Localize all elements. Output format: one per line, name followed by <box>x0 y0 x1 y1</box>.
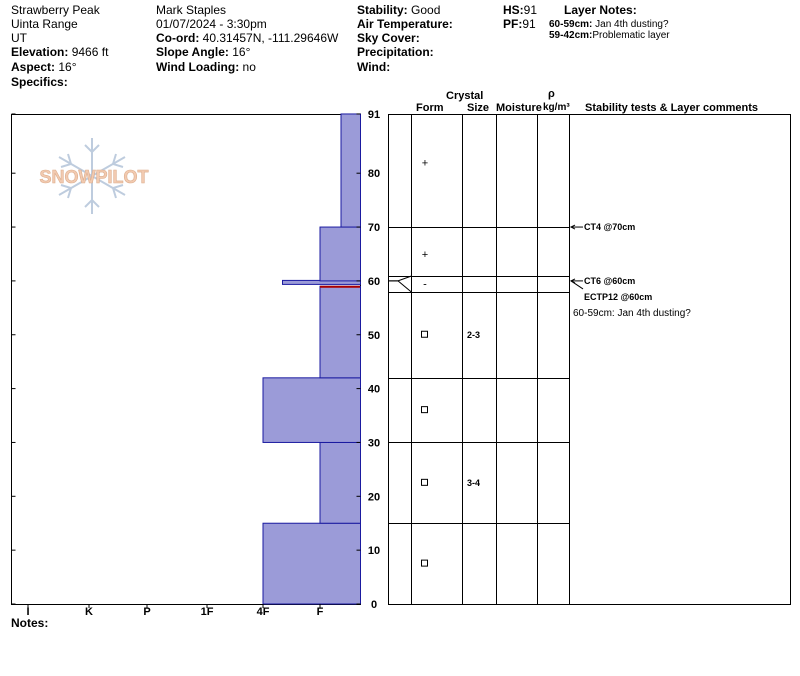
grain-table-frame <box>388 114 791 605</box>
stability-test: CT6 @60cm <box>584 276 635 286</box>
layer-comment: 60-59cm: Jan 4th dusting? <box>573 308 691 319</box>
grain-form-faceted <box>421 406 428 414</box>
hardness-layer <box>319 441 361 524</box>
sky-cover-label: Sky Cover: <box>357 31 420 45</box>
depth-tick-label: 60 <box>368 276 380 288</box>
hardness-tick-label: P <box>143 606 150 618</box>
depth-tick-label: 20 <box>368 491 380 503</box>
depth-tick-label: 40 <box>368 384 380 396</box>
moisture-header: Moisture <box>496 102 542 114</box>
aspect: Aspect: 16° <box>11 60 77 74</box>
precipitation-label: Precipitation: <box>357 45 434 59</box>
pf-value: PF:91 <box>503 17 536 31</box>
wind-label: Wind: <box>357 60 391 74</box>
layer-notes-title: Layer Notes: <box>564 3 637 17</box>
elevation: Elevation: 9466 ft <box>11 45 109 59</box>
depth-tick-label: 10 <box>368 545 380 557</box>
hardness-layer <box>262 522 361 605</box>
hardness-tick-label: 1F <box>201 606 214 618</box>
datetime: 01/07/2024 - 3:30pm <box>156 17 267 31</box>
depth-tick-label: 70 <box>368 222 380 234</box>
snowpilot-logo: SNOWPILOT <box>39 138 149 214</box>
watermark-text: SNOWPILOT <box>40 167 149 187</box>
grain-size: 3-4 <box>467 478 480 488</box>
depth-tick-label: 30 <box>368 437 380 449</box>
grain-form-symbol: + <box>422 249 428 261</box>
layer-note-2: 59-42cm:Problematic layer <box>549 30 670 41</box>
state: UT <box>11 31 27 45</box>
grain-form-symbol: + <box>422 157 428 169</box>
size-header: Size <box>467 102 490 114</box>
depth-tick-label: 50 <box>368 330 380 342</box>
stability-header: Stability tests & Layer comments <box>585 102 759 114</box>
hardness-layer <box>319 226 361 282</box>
grain-form-faceted <box>421 559 428 567</box>
hardness-tick-label: F <box>317 606 324 618</box>
stability: Stability: Good <box>357 3 441 17</box>
grain-form-symbol: - <box>423 279 427 291</box>
location-name: Strawberry Peak <box>11 3 100 17</box>
mountain-range: Uinta Range <box>11 17 78 31</box>
hardness-layer <box>340 113 361 228</box>
density-rho: ρ <box>548 88 555 100</box>
grain-form-faceted <box>421 478 428 486</box>
thin-layer-connector <box>388 280 412 293</box>
stability-test: CT4 @70cm <box>584 222 635 232</box>
depth-tick-label: 0 <box>371 599 377 611</box>
observer: Mark Staples <box>156 3 227 17</box>
hardness-tick-label: K <box>85 606 93 618</box>
depth-tick-label: 91 <box>368 109 380 121</box>
air-temperature-label: Air Temperature: <box>357 17 453 31</box>
stability-test: ECTP12 @60cm <box>584 292 652 302</box>
coordinates: Co-ord: 40.31457N, -111.29646W <box>156 31 339 45</box>
hardness-layer <box>262 377 361 443</box>
slope-angle: Slope Angle: 16° <box>156 45 251 59</box>
test-arrow-head <box>569 224 576 230</box>
depth-tick-label: 80 <box>368 168 380 180</box>
hardness-layer <box>319 285 361 379</box>
crystal-header: Crystal <box>446 90 484 102</box>
specifics-label: Specifics: <box>11 75 68 89</box>
hardness-tick-label: I <box>26 606 29 618</box>
notes-label: Notes: <box>11 616 49 630</box>
wind-loading: Wind Loading: no <box>156 60 256 74</box>
hs-value: HS:91 <box>503 3 538 17</box>
grain-size: 2-3 <box>467 330 480 340</box>
layer-note-1: 60-59cm: Jan 4th dusting? <box>549 19 669 30</box>
hardness-tick-label: 4F <box>257 606 270 618</box>
grain-form-faceted <box>421 330 428 338</box>
form-header: Form <box>416 102 444 114</box>
test-arrow <box>570 280 584 290</box>
density-unit: kg/m³ <box>543 102 570 113</box>
